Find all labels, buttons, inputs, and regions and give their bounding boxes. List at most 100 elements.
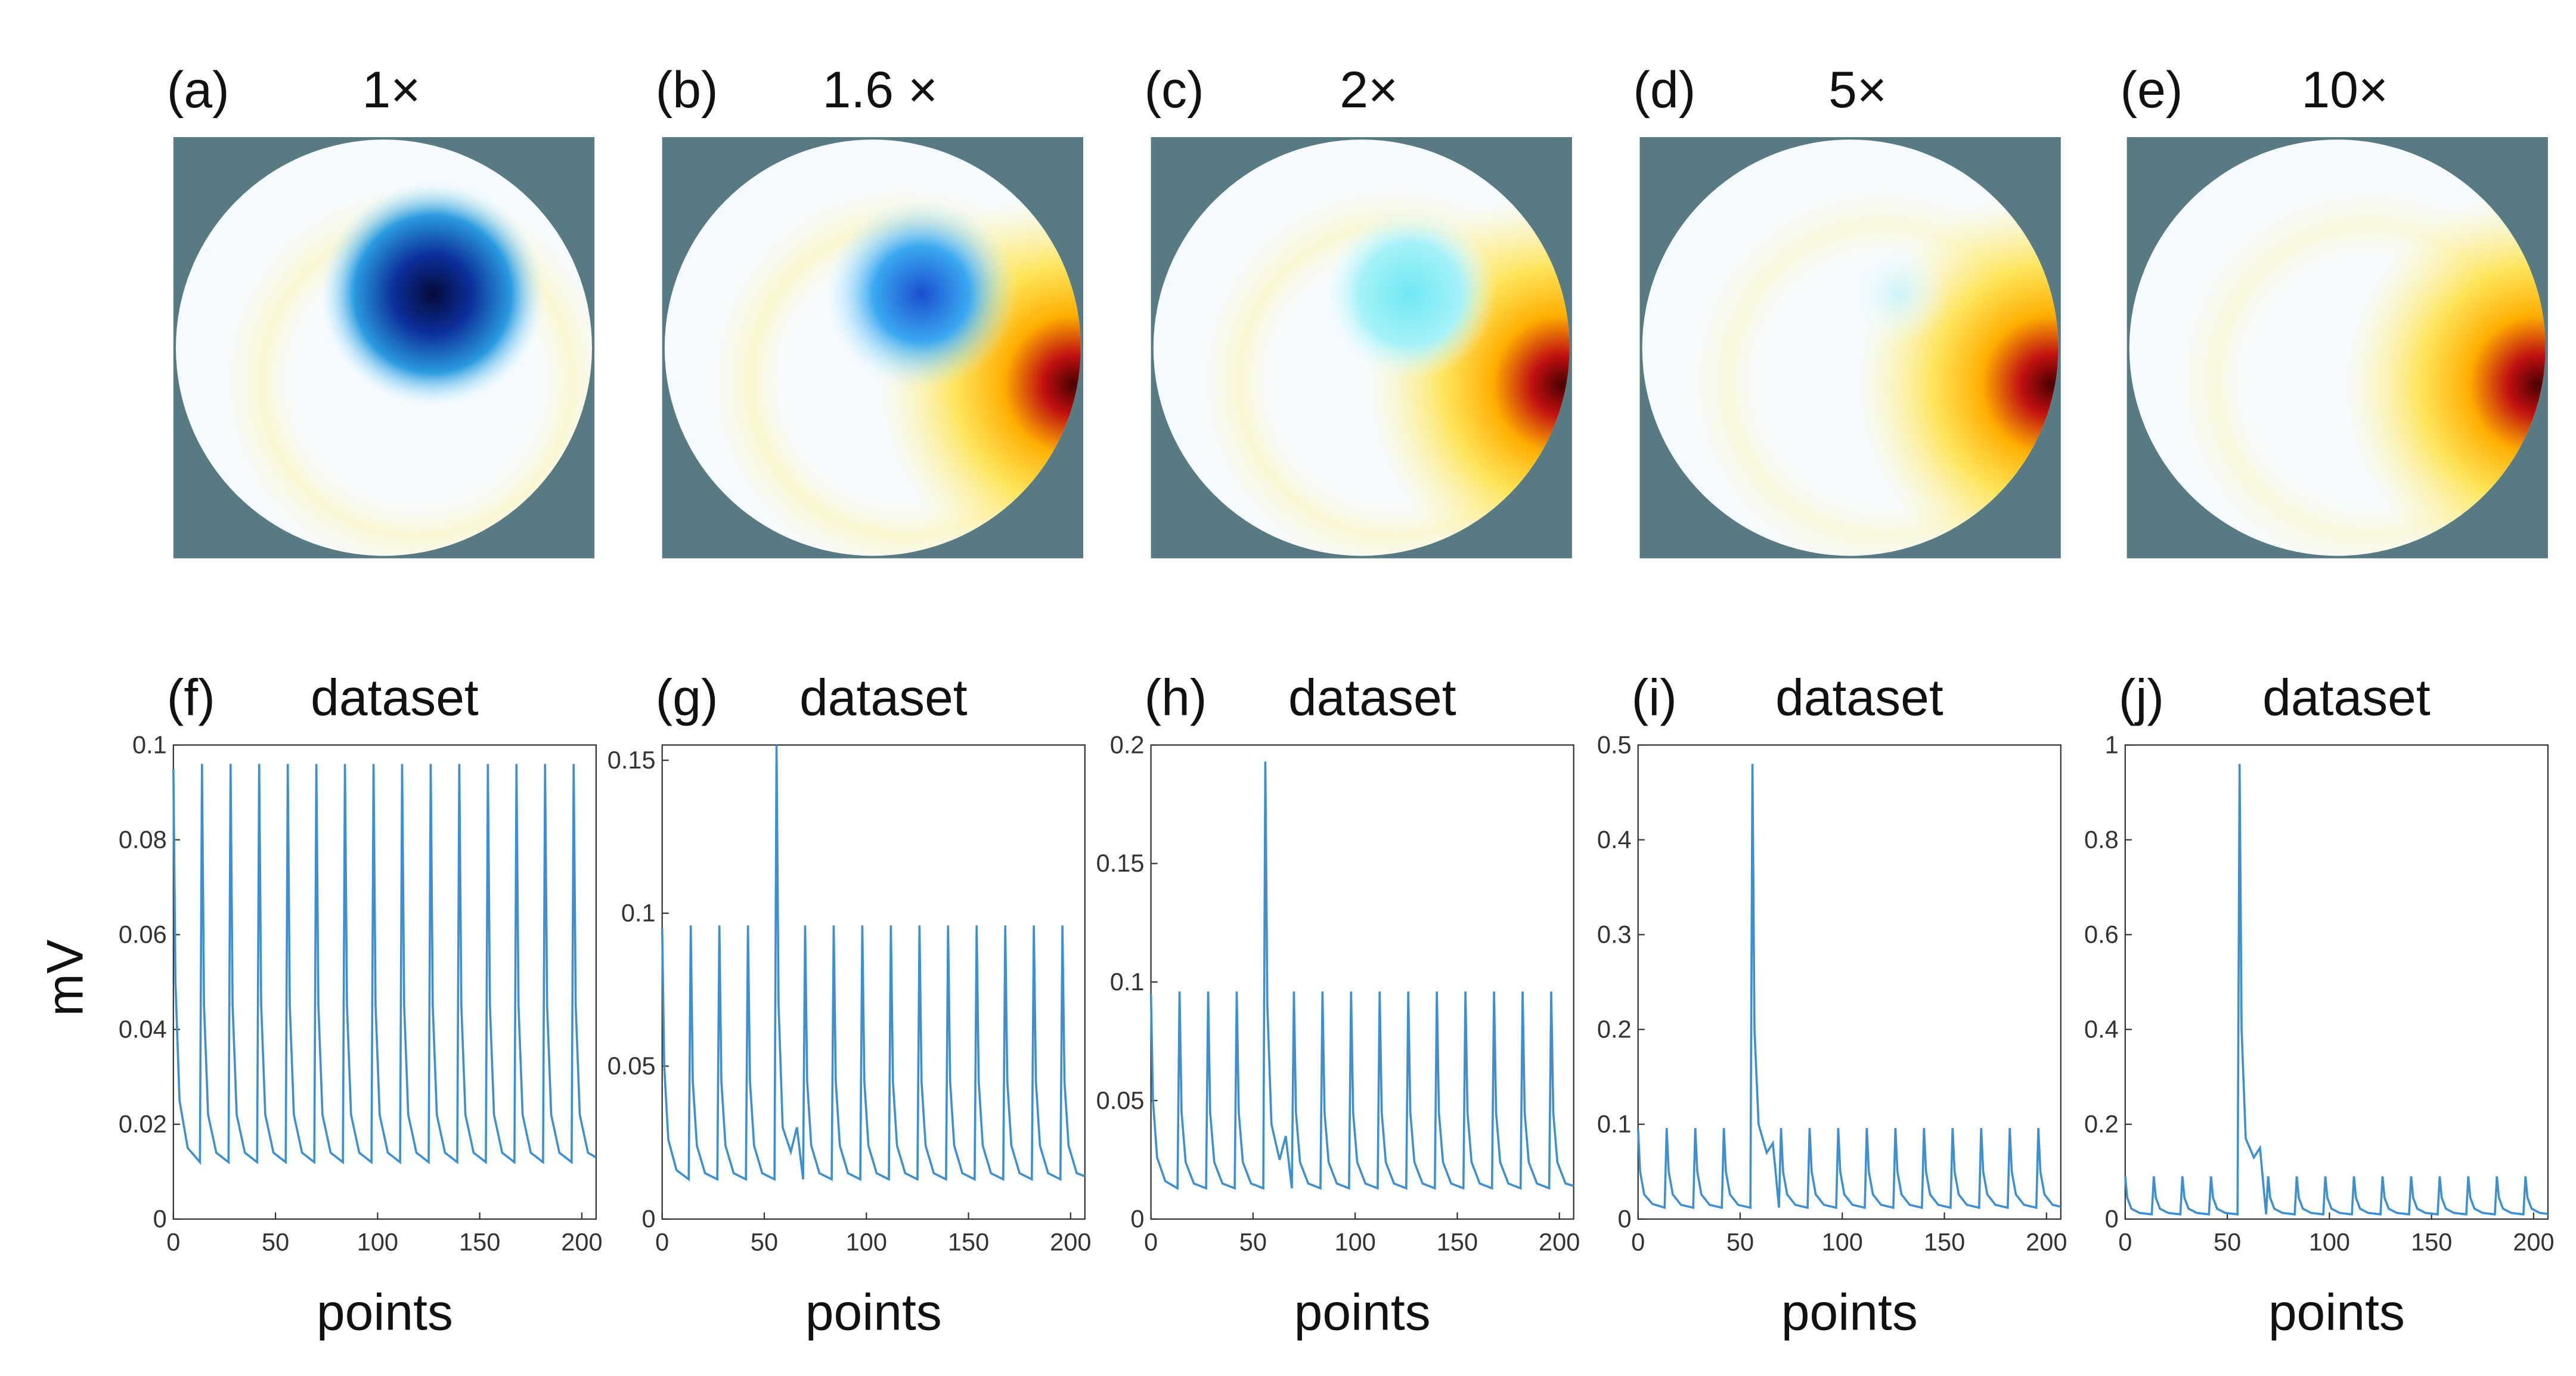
x-tick-label: 200: [561, 1228, 602, 1256]
heatmap: [2126, 137, 2548, 559]
x-tick-label: 150: [2411, 1228, 2452, 1256]
panel-label: (j): [2119, 670, 2164, 727]
heatmap-cold: [175, 140, 592, 556]
x-tick-label: 50: [751, 1228, 778, 1256]
heatmap-cold: [2129, 140, 2546, 556]
x-tick-label: 0: [1144, 1228, 1158, 1256]
heatmap-cold: [664, 140, 1081, 556]
panel-label: (d): [1633, 61, 1695, 119]
x-tick-label: 150: [1924, 1228, 1965, 1256]
heatmap: [662, 137, 1084, 559]
x-tick-label: 0: [166, 1228, 180, 1256]
y-tick-label: 0.6: [2084, 921, 2119, 949]
panel-title: 1.6 ×: [823, 61, 938, 119]
x-tick-label: 200: [2026, 1228, 2067, 1256]
heatmap-cold: [1642, 140, 2059, 556]
y-tick-label: 0.1: [132, 730, 167, 758]
panel-label: (e): [2121, 61, 2183, 119]
y-tick-label: 0.06: [119, 921, 167, 949]
y-tick-label: 0.08: [119, 825, 167, 853]
panel-title: 2×: [1340, 61, 1398, 119]
x-tick-label: 0: [1631, 1228, 1645, 1256]
panel-label: (g): [656, 670, 718, 727]
chart-title: dataset: [1775, 670, 1943, 727]
panel-label: (a): [167, 61, 230, 119]
panel-title: 10×: [2301, 61, 2388, 119]
x-tick-label: 100: [846, 1228, 887, 1256]
y-tick-label: 0.5: [1597, 730, 1632, 758]
panel-label: (f): [167, 670, 215, 727]
y-tick-label: 0.05: [1096, 1086, 1145, 1114]
x-tick-label: 0: [655, 1228, 669, 1256]
y-tick-label: 0.15: [607, 746, 656, 774]
data-line: [1149, 761, 1574, 1191]
y-tick-label: 0: [1618, 1205, 1632, 1233]
x-tick-label: 200: [2513, 1228, 2554, 1256]
panel-title: 1×: [362, 61, 421, 119]
y-tick-label: 0.02: [119, 1110, 167, 1138]
x-axis-label: points: [1781, 1284, 1918, 1341]
y-tick-label: 0.1: [1110, 968, 1145, 996]
panel-label: (h): [1145, 670, 1207, 727]
heatmap: [1151, 137, 1572, 559]
x-tick-label: 200: [1050, 1228, 1091, 1256]
y-tick-label: 1: [2105, 730, 2119, 758]
y-tick-label: 0.4: [2084, 1015, 2119, 1043]
x-tick-label: 50: [1239, 1228, 1267, 1256]
x-tick-label: 200: [1539, 1228, 1580, 1256]
x-axis-label: points: [1294, 1284, 1431, 1341]
chart-title: dataset: [2262, 670, 2431, 727]
data-line: [2124, 764, 2549, 1216]
y-tick-label: 0.2: [1597, 1015, 1632, 1043]
plot-frame: [172, 744, 597, 1220]
panel-title: 5×: [1828, 61, 1887, 119]
x-tick-label: 150: [948, 1228, 989, 1256]
y-tick-label: 0: [2105, 1205, 2119, 1233]
heatmap-cold: [1153, 140, 1570, 556]
x-axis-label: points: [805, 1284, 942, 1341]
y-tick-label: 0.15: [1096, 849, 1145, 877]
y-tick-label: 0: [153, 1205, 167, 1233]
y-tick-label: 0: [642, 1205, 656, 1233]
chart-title: dataset: [311, 670, 479, 727]
chart-title: dataset: [1288, 670, 1456, 727]
heatmap: [173, 137, 595, 559]
panel-label: (c): [1145, 61, 1204, 119]
x-tick-label: 150: [1437, 1228, 1478, 1256]
plot-frame: [661, 744, 1086, 1220]
y-tick-label: 0.8: [2084, 825, 2119, 853]
panel-label: (b): [656, 61, 718, 119]
x-tick-label: 100: [357, 1228, 398, 1256]
chart-title: dataset: [799, 670, 968, 727]
y-tick-label: 0.1: [621, 899, 656, 927]
plot-frame: [2124, 744, 2549, 1220]
x-axis-label: points: [317, 1284, 453, 1341]
plot-frame: [1150, 744, 1574, 1220]
y-tick-label: 0.2: [1110, 730, 1145, 758]
y-tick-label: 0.2: [2084, 1110, 2119, 1138]
y-tick-label: 0.04: [119, 1015, 167, 1043]
y-tick-label: 0.4: [1597, 825, 1632, 853]
y-tick-label: 0.3: [1597, 921, 1632, 949]
y-tick-label: 0: [1130, 1205, 1144, 1233]
x-tick-label: 100: [1822, 1228, 1863, 1256]
x-tick-label: 50: [1726, 1228, 1754, 1256]
x-tick-label: 100: [1334, 1228, 1375, 1256]
x-tick-label: 50: [262, 1228, 289, 1256]
data-line: [661, 745, 1086, 1182]
data-line: [1636, 764, 2062, 1210]
x-tick-label: 0: [2118, 1228, 2132, 1256]
plot-frame: [1637, 744, 2062, 1220]
panel-label: (i): [1632, 670, 1677, 727]
y-tick-label: 0.1: [1597, 1110, 1632, 1138]
y-tick-label: 0.05: [607, 1052, 656, 1080]
y-axis-label: mV: [37, 940, 94, 1016]
x-axis-label: points: [2268, 1284, 2405, 1341]
x-tick-label: 150: [459, 1228, 500, 1256]
heatmap: [1639, 137, 2061, 559]
data-line: [172, 764, 597, 1166]
x-tick-label: 100: [2309, 1228, 2350, 1256]
x-tick-label: 50: [2214, 1228, 2241, 1256]
